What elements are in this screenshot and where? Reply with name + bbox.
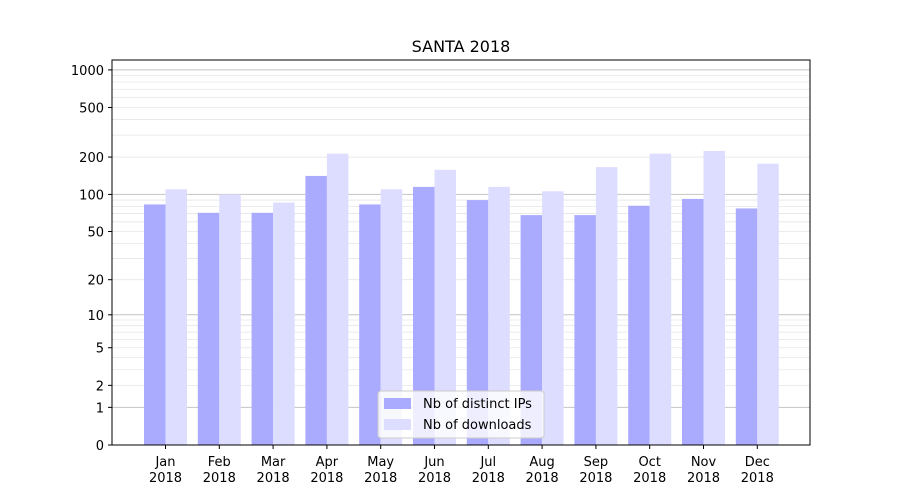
bar-downloads <box>757 163 779 445</box>
x-tick-label-year: 2018 <box>472 471 505 486</box>
bar-distinct-ips <box>413 186 435 445</box>
bar-distinct-ips <box>574 215 596 445</box>
x-tick-label-year: 2018 <box>741 471 774 486</box>
x-tick-label-year: 2018 <box>633 471 666 486</box>
bar-downloads <box>649 153 672 446</box>
x-tick-label-month: May <box>367 455 394 470</box>
x-tick-label-year: 2018 <box>418 471 451 486</box>
bar-distinct-ips <box>628 205 650 445</box>
x-tick-label-month: Oct <box>638 455 660 470</box>
y-tick-label: 200 <box>79 151 104 166</box>
bar-distinct-ips <box>305 175 327 446</box>
x-tick-label-month: Jan <box>154 455 175 470</box>
x-tick-label-month: Mar <box>261 455 286 470</box>
bar-distinct-ips <box>735 208 758 445</box>
x-tick-label-month: Feb <box>208 455 231 470</box>
bar-downloads <box>542 191 564 445</box>
x-tick-label-month: Jun <box>423 455 444 470</box>
bars <box>144 150 779 446</box>
y-tick-label: 1 <box>96 401 104 416</box>
x-tick-label-month: Sep <box>584 455 609 470</box>
x-tick-label-month: Dec <box>745 455 770 470</box>
x-tick-label-year: 2018 <box>579 471 612 486</box>
x-tick-label-year: 2018 <box>257 471 290 486</box>
bar-downloads <box>703 150 725 446</box>
legend: Nb of distinct IPs Nb of downloads <box>377 390 545 439</box>
x-tick-label-year: 2018 <box>687 471 720 486</box>
legend-swatch <box>384 419 411 430</box>
x-tick-label-month: Nov <box>691 455 717 470</box>
y-tick-label: 100 <box>79 188 104 203</box>
x-tick-label-year: 2018 <box>364 471 397 486</box>
y-tick-label: 2 <box>96 379 104 394</box>
bar-distinct-ips <box>466 200 489 445</box>
bar-downloads <box>219 194 241 445</box>
bar-distinct-ips <box>197 212 220 445</box>
y-tick-label: 50 <box>87 226 104 241</box>
y-tick-label: 500 <box>79 101 104 116</box>
x-tick-label-month: Apr <box>316 455 339 470</box>
bar-downloads <box>273 202 295 445</box>
bar-downloads <box>434 169 456 445</box>
y-tick-label: 0 <box>96 439 104 454</box>
bar-distinct-ips <box>251 212 274 445</box>
bar-distinct-ips <box>359 204 381 445</box>
bar-downloads <box>380 189 403 445</box>
x-tick-label-month: Aug <box>529 455 554 470</box>
axes: 01251020501002005001000Jan2018Feb2018Mar… <box>71 64 774 486</box>
chart-title: SANTA 2018 <box>412 37 511 56</box>
x-tick-label-year: 2018 <box>149 471 182 486</box>
legend-label: Nb of distinct IPs <box>423 397 532 412</box>
x-tick-label-year: 2018 <box>310 471 343 486</box>
x-tick-label-year: 2018 <box>203 471 236 486</box>
legend-box <box>377 390 545 439</box>
bar-distinct-ips <box>682 198 704 445</box>
bar-downloads <box>165 189 187 445</box>
y-tick-label: 10 <box>87 309 104 324</box>
bar-downloads <box>488 186 510 445</box>
plot-frame <box>111 59 811 446</box>
bar-distinct-ips <box>144 204 166 445</box>
x-tick-label-year: 2018 <box>526 471 559 486</box>
x-tick-label-month: Jul <box>479 455 496 470</box>
y-tick-label: 1000 <box>71 64 104 79</box>
y-tick-label: 5 <box>96 342 104 357</box>
y-tick-label: 20 <box>87 274 104 289</box>
bar-distinct-ips <box>520 215 543 445</box>
bar-downloads <box>595 167 618 446</box>
legend-label: Nb of downloads <box>423 418 532 433</box>
bar-downloads <box>326 153 349 446</box>
legend-swatch <box>384 398 411 409</box>
